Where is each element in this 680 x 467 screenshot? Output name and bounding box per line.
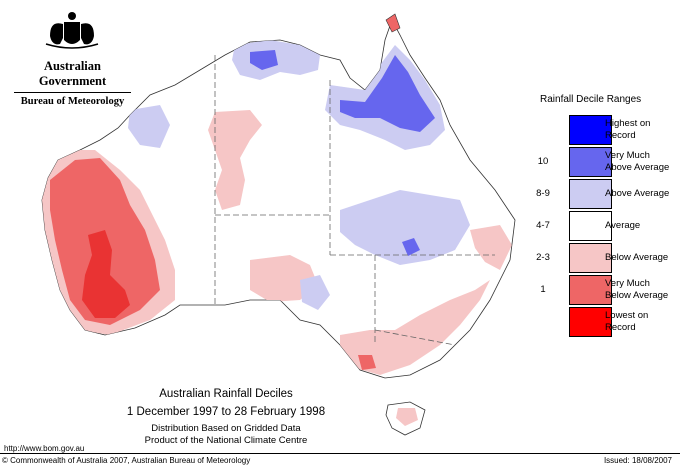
region-above-average-central-east — [340, 190, 470, 265]
legend-item-very-much-above: 10 Very Much Above Average — [525, 147, 675, 179]
legend-item-average: 4-7 Average — [525, 211, 675, 243]
legend-label: Very Much Below Average — [605, 278, 669, 301]
legend-swatch-very-much-above — [569, 147, 612, 177]
legend-label: Highest on Record — [605, 118, 651, 141]
legend-swatch-very-much-below — [569, 275, 612, 305]
legend-item-lowest: Lowest on Record — [525, 307, 675, 339]
region-below-average-central — [208, 110, 262, 210]
region-below-average-se — [340, 280, 490, 375]
region-lowest-record-sw — [82, 230, 130, 318]
region-above-average-west-small — [128, 105, 170, 148]
legend-label: Lowest on Record — [605, 310, 649, 333]
footer-divider — [0, 453, 680, 454]
issued-date: Issued: 18/08/2007 — [603, 456, 672, 465]
legend-swatch-below — [569, 243, 612, 273]
legend-label: Average — [605, 220, 641, 231]
region-below-average-ne-coast — [470, 225, 512, 270]
map-note-distribution: Distribution Based on Gridded Data — [151, 423, 301, 434]
legend-label: Below Average — [605, 252, 669, 263]
legend-item-very-much-below: 1 Very Much Below Average — [525, 275, 675, 307]
legend-range: 8-9 — [536, 188, 550, 199]
state-border-nsw-vic — [374, 329, 456, 346]
legend-label: Very Much Above Average — [605, 150, 670, 173]
region-very-much-above-central-east — [402, 238, 420, 256]
region-very-much-below-se — [358, 355, 376, 370]
region-very-much-above-north — [250, 50, 278, 70]
legend-item-above: 8-9 Above Average — [525, 179, 675, 211]
region-above-average-central-small — [300, 275, 330, 310]
map-note-product: Product of the National Climate Centre — [144, 435, 308, 446]
legend-item-highest: Highest on Record — [525, 115, 675, 147]
legend-title: Rainfall Decile Ranges — [540, 94, 642, 105]
legend-label: Above Average — [605, 188, 670, 199]
legend-range: 10 — [537, 156, 549, 167]
legend-item-below: 2-3 Below Average — [525, 243, 675, 275]
website-link[interactable]: http://www.bom.gov.au — [4, 444, 85, 453]
region-below-average-tasmania — [396, 408, 418, 426]
branding-divider — [14, 92, 131, 93]
coat-of-arms-emblem — [45, 12, 99, 49]
map-title: Australian Rainfall Deciles — [159, 388, 293, 400]
legend-range: 1 — [540, 284, 546, 295]
legend-range: 4-7 — [536, 220, 550, 231]
legend-swatch-average — [569, 211, 612, 241]
region-lowest-record-cape-york — [385, 13, 401, 33]
bureau-title: Bureau of Meteorology — [20, 96, 125, 107]
map-period: 1 December 1997 to 28 February 1998 — [126, 406, 326, 418]
legend-swatch-above — [569, 179, 612, 209]
copyright-text: © Commonwealth of Australia 2007, Austra… — [2, 456, 251, 465]
government-branding: Australian Government Bureau of Meteorol… — [10, 8, 135, 107]
region-very-much-above-qld — [340, 55, 435, 132]
legend-swatch-lowest — [569, 307, 612, 337]
legend-swatch-highest — [569, 115, 612, 145]
legend-range: 2-3 — [536, 252, 550, 263]
government-title: Australian Government — [38, 59, 107, 88]
